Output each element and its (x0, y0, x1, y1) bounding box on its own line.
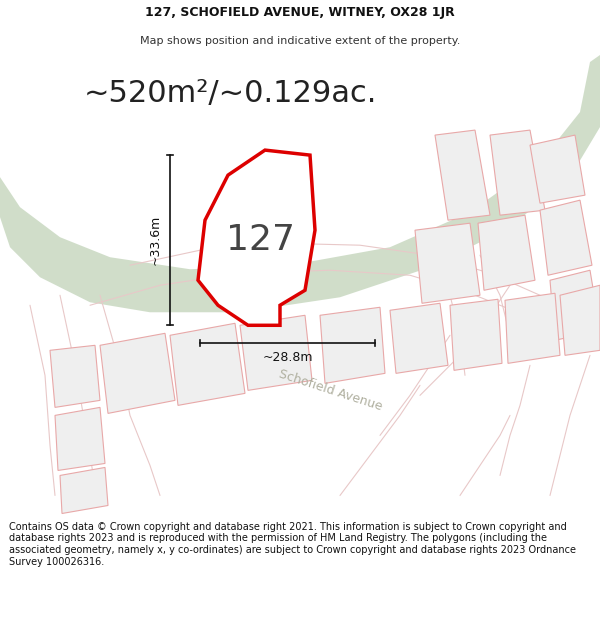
Polygon shape (390, 303, 448, 373)
Polygon shape (478, 215, 535, 290)
Polygon shape (415, 223, 480, 303)
Text: ~33.6m: ~33.6m (149, 215, 162, 266)
Polygon shape (435, 130, 490, 220)
Polygon shape (0, 55, 600, 312)
Polygon shape (170, 323, 245, 406)
Text: Contains OS data © Crown copyright and database right 2021. This information is : Contains OS data © Crown copyright and d… (9, 522, 576, 567)
Polygon shape (540, 200, 592, 275)
Polygon shape (560, 285, 600, 356)
Polygon shape (505, 293, 560, 363)
Polygon shape (55, 408, 105, 471)
Polygon shape (530, 135, 585, 203)
Polygon shape (550, 270, 600, 340)
Text: ~520m²/~0.129ac.: ~520m²/~0.129ac. (83, 79, 377, 108)
Polygon shape (490, 130, 545, 215)
Text: Map shows position and indicative extent of the property.: Map shows position and indicative extent… (140, 36, 460, 46)
Polygon shape (60, 468, 108, 514)
Polygon shape (100, 333, 175, 413)
Polygon shape (450, 299, 502, 371)
Polygon shape (320, 308, 385, 383)
Polygon shape (198, 150, 315, 325)
Text: Schofield Avenue: Schofield Avenue (277, 368, 383, 413)
Text: 127, SCHOFIELD AVENUE, WITNEY, OX28 1JR: 127, SCHOFIELD AVENUE, WITNEY, OX28 1JR (145, 6, 455, 19)
Text: ~28.8m: ~28.8m (262, 351, 313, 364)
Polygon shape (50, 346, 100, 408)
Text: 127: 127 (226, 223, 295, 258)
Polygon shape (240, 315, 312, 391)
